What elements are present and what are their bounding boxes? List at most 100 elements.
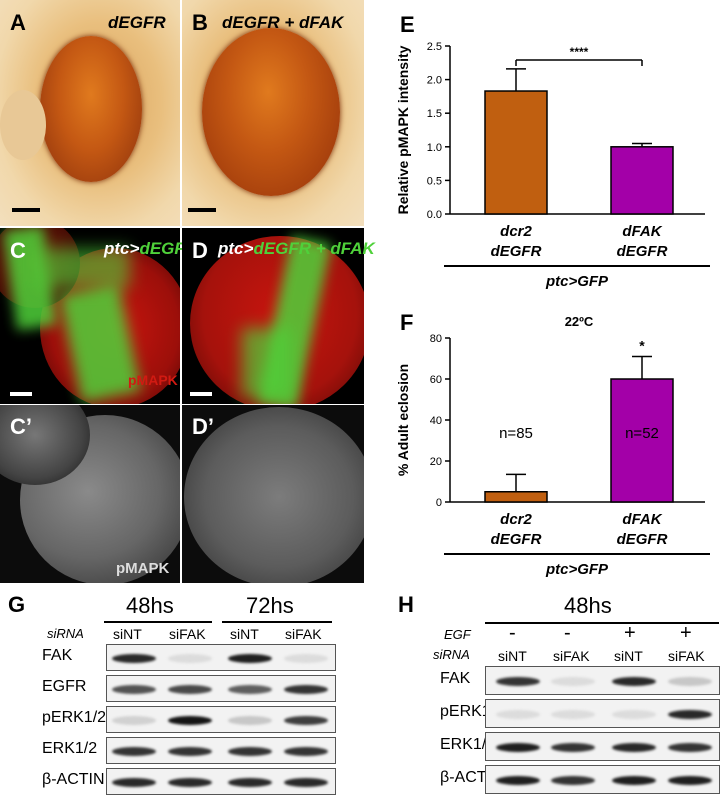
x-tick-label: dEGFR	[617, 531, 668, 548]
blot-h-band	[551, 775, 595, 785]
blot-h-lane-4: siFAK	[668, 648, 705, 664]
blot-g-blot-strip	[106, 644, 336, 671]
blot-h-lane-3: siNT	[614, 648, 643, 664]
eye-shape	[40, 36, 142, 182]
blot-h-line	[485, 622, 719, 624]
x-tick-label: dFAK	[622, 223, 662, 240]
panel-c-prime-grayscale-image	[0, 405, 180, 583]
blot-g-timepoint-2: 72hs	[246, 593, 294, 618]
y-axis-label: Relative pMAPK intensity	[395, 45, 411, 214]
blot-g-blot-strip	[106, 737, 336, 764]
panel-letter-b: B	[192, 10, 208, 35]
blot-g-band	[112, 777, 156, 787]
blot-h-blot-strip	[485, 699, 720, 728]
scale-bar	[12, 208, 40, 212]
group-label: ptc>GFP	[545, 273, 609, 290]
blot-h-band	[612, 775, 656, 785]
blot-g-lane-2: siFAK	[169, 626, 206, 642]
chart-e: 0.0 0.5 1.0 1.5 2.0 2.5 Relative pMAPK intensi…	[395, 41, 710, 290]
blot-h-band	[551, 709, 595, 719]
y-tick-label: 20	[430, 456, 442, 468]
chart-f: 0 20 40 60 80 % Adult eclosion dcr2 dEGFR dFAK dE…	[395, 314, 710, 578]
blot-h-band	[668, 742, 712, 752]
y-axis-label: % Adult eclosion	[395, 364, 411, 476]
blot-g-timepoint-1: 48hs	[126, 593, 174, 618]
panel-c-prime-stain-label: pMAPK	[116, 560, 170, 577]
y-tick-label: 0.0	[427, 209, 442, 221]
blot-g-line-1	[104, 621, 212, 623]
significance-label: *	[639, 337, 645, 353]
blot-g-band	[112, 715, 156, 725]
blot-h-egf-header: EGF	[444, 627, 471, 642]
panel-letter-e: E	[400, 12, 415, 37]
y-tick-label: 1.0	[427, 142, 442, 154]
blot-h-band	[612, 676, 656, 686]
blot-h-blot-strip	[485, 732, 720, 761]
panel-letter-a: A	[10, 10, 26, 35]
blot-g-band	[168, 746, 212, 756]
eye-shape	[202, 28, 340, 196]
bar	[610, 146, 674, 215]
blot-g-band	[228, 746, 272, 756]
panel-b-label: dEGFR + dFAK	[222, 13, 344, 32]
blot-h-band	[496, 676, 540, 686]
panel-letter-d-prime: D’	[192, 414, 214, 439]
panel-a-eye-image	[0, 0, 180, 226]
blot-h-band	[668, 709, 712, 719]
scale-bar	[188, 208, 216, 212]
blot-g-band	[284, 653, 328, 663]
x-tick-label: dFAK	[622, 511, 662, 528]
y-tick-label: 0	[436, 497, 442, 509]
blot-g-band	[284, 684, 328, 694]
y-tick-label: 60	[430, 374, 442, 386]
blot-g-protein-label: EGFR	[42, 677, 87, 695]
blot-g-band	[112, 746, 156, 756]
x-tick-label: dEGFR	[491, 243, 542, 260]
blot-g-blot-strip	[106, 768, 336, 795]
panel-d-wing-disc-image	[182, 228, 364, 404]
y-tick-label: 80	[430, 333, 442, 345]
blot-h-band	[551, 742, 595, 752]
blot-h-band	[668, 676, 712, 686]
head-shape	[0, 90, 46, 160]
panel-letter-c-prime: C’	[10, 414, 32, 439]
panel-c-stain-label: pMAPK	[128, 372, 178, 388]
blot-g-lane-3: siNT	[230, 626, 259, 642]
blot-h-band	[496, 742, 540, 752]
panel-letter-d: D	[192, 238, 208, 263]
blot-g-band	[228, 715, 272, 725]
blot-h-egf-2: -	[564, 622, 571, 644]
y-tick-label: 2.5	[427, 41, 442, 53]
blot-h-band	[612, 742, 656, 752]
blot-h-egf-1: -	[509, 622, 516, 644]
panel-c-wing-disc-image	[0, 228, 180, 404]
blot-h-egf-3: +	[624, 622, 636, 644]
y-tick-label: 0.5	[427, 175, 442, 187]
x-tick-label: dEGFR	[617, 243, 668, 260]
blot-g-band	[168, 777, 212, 787]
blot-g-blot-strip	[106, 675, 336, 702]
blot-h-blot-strip	[485, 765, 720, 794]
blot-g-band	[284, 777, 328, 787]
blot-g-blot-strip	[106, 706, 336, 733]
blot-h-egf-4: +	[680, 622, 692, 644]
panel-d-prime-grayscale-image	[182, 405, 364, 583]
bar	[610, 378, 674, 503]
blot-g-band	[228, 653, 272, 663]
panel-letter-f: F	[400, 310, 414, 335]
blot-h-band	[496, 709, 540, 719]
bar	[484, 90, 548, 215]
x-tick-label: dcr2	[500, 511, 532, 528]
y-tick-label: 2.0	[427, 75, 442, 87]
n-annotation: n=52	[625, 425, 659, 442]
n-annotation: n=85	[499, 425, 533, 442]
blot-g-band	[112, 653, 156, 663]
y-tick-label: 40	[430, 415, 442, 427]
blot-g-band	[284, 715, 328, 725]
blot-g-band	[168, 715, 212, 725]
blot-g-protein-label: ERK1/2	[42, 739, 98, 757]
blot-h-lane-2: siFAK	[553, 648, 590, 664]
blot-g-protein-label: pERK1/2	[42, 708, 107, 726]
blot-g-line-2	[222, 621, 332, 623]
chart-title: 22ºC	[565, 314, 594, 329]
